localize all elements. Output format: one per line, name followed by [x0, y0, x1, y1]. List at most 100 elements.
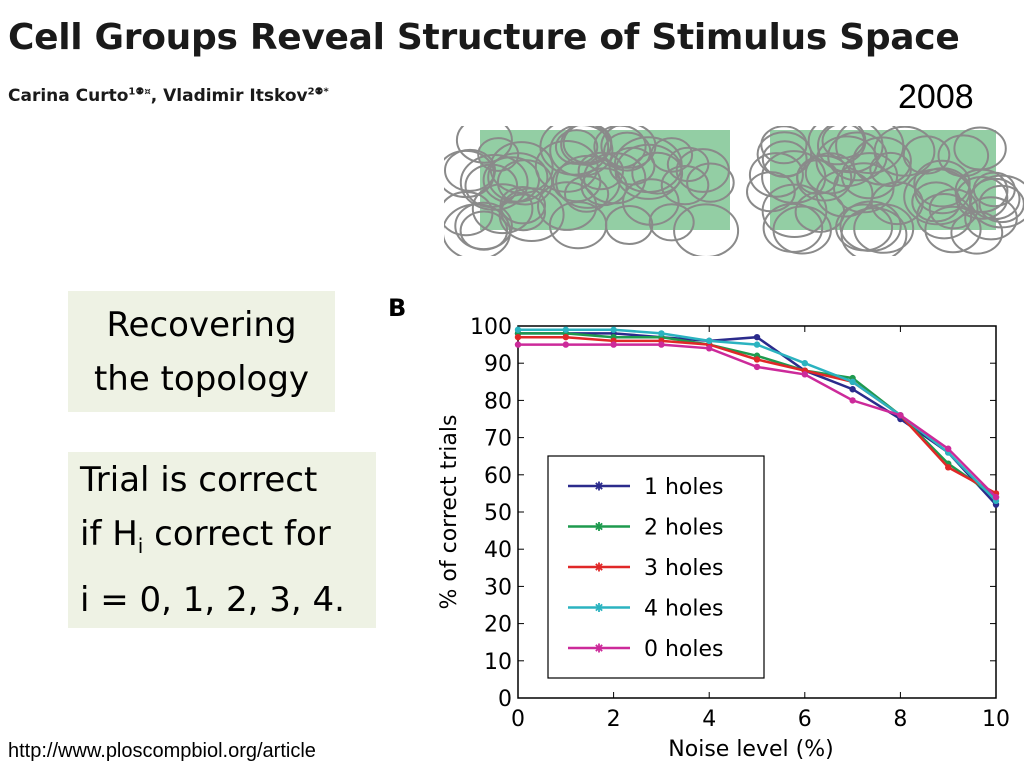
place-field-circle [471, 183, 534, 235]
place-field-circle [673, 203, 740, 256]
place-field-circle [835, 203, 894, 252]
recovering-line-2: the topology [93, 358, 310, 399]
trial-line-3: i = 0, 1, 2, 3, 4. [80, 579, 345, 620]
data-point [706, 345, 713, 352]
data-point [753, 363, 761, 371]
x-tick-label: 4 [702, 707, 716, 732]
place-field-circle [660, 165, 710, 206]
x-axis-label: Noise level (%) [668, 737, 833, 762]
legend-label: 3 holes [644, 556, 724, 581]
author-1-marks: 1⚉¤ [128, 86, 151, 98]
place-field-circle [648, 203, 695, 242]
trial-line-2: if Hi correct for [80, 507, 376, 573]
data-point [562, 333, 569, 341]
y-tick-label: 80 [484, 389, 512, 414]
legend-item: 4 holes [568, 597, 724, 622]
legend-label: 1 holes [644, 475, 724, 500]
place-field-circle [614, 143, 683, 200]
legend-item: 3 holes [568, 556, 724, 581]
data-point [992, 493, 1000, 501]
slide-title: Cell Groups Reveal Structure of Stimulus… [8, 17, 960, 58]
place-field-circle [500, 193, 546, 232]
author-2-marks: 2⚉* [307, 86, 329, 98]
data-point [849, 397, 856, 404]
source-url: http://www.ploscompbiol.org/article [8, 740, 316, 762]
data-point [562, 341, 569, 348]
place-field-circle [928, 188, 979, 230]
place-field-circle [444, 149, 495, 199]
recovering-line-1: Recovering [106, 304, 297, 345]
author-1: Carina Curto [8, 86, 129, 106]
x-tick-label: 6 [798, 707, 812, 732]
y-tick-label: 90 [484, 352, 512, 377]
chart-legend: 1 holes 2 holes 3 holes 4 holes 0 holes [547, 455, 765, 679]
place-field-circle [772, 205, 832, 255]
trial-line-2-pre: if H [80, 514, 138, 555]
place-field-circle [604, 205, 654, 245]
data-point [849, 386, 856, 393]
place-field-circle [924, 205, 982, 254]
data-point [706, 337, 713, 345]
place-field-circle [498, 187, 565, 242]
author-separator: , [150, 86, 164, 106]
y-tick-label: 100 [470, 315, 512, 340]
data-point [801, 360, 808, 367]
place-field-circle [482, 156, 541, 204]
data-point [753, 356, 761, 363]
place-field-circle [761, 150, 827, 204]
place-field-circle [477, 137, 520, 172]
y-tick-label: 60 [484, 464, 512, 489]
trial-correct-box: Trial is correct if Hi correct for i = 0… [68, 452, 376, 628]
place-field-circle [593, 126, 647, 169]
place-field-circle [804, 152, 856, 195]
place-field-circle [603, 131, 652, 172]
x-tick-label: 8 [893, 707, 907, 732]
data-point [849, 378, 856, 385]
legend-label: 4 holes [644, 597, 724, 622]
correct-trials-chart: 0 10 20 30 40 50 60 70 80 90 100 0 2 4 6 8 10 Noise level… [437, 315, 1010, 762]
y-tick-label: 30 [484, 575, 512, 600]
place-field-circle [964, 196, 1018, 241]
place-field-circle [650, 137, 694, 173]
place-field-circle [914, 167, 971, 215]
trial-line-2-sub: i [137, 533, 144, 558]
place-field-circle [489, 141, 554, 195]
data-point [945, 445, 952, 452]
data-point [753, 341, 761, 348]
data-point [753, 333, 761, 341]
place-field-circle [560, 126, 613, 166]
place-field-figure [444, 126, 1024, 256]
place-field-circle [555, 154, 621, 209]
place-field-circle [613, 136, 683, 194]
data-point [514, 333, 522, 341]
legend-item: 2 holes [568, 516, 724, 541]
place-field-circle [761, 140, 808, 178]
place-field-circle [444, 191, 494, 237]
data-point [658, 330, 665, 337]
place-field-circle [583, 152, 647, 205]
legend-item: 1 holes [568, 475, 724, 500]
place-field-circle [748, 152, 804, 198]
trial-line-1: Trial is correct [80, 460, 318, 501]
place-field-circle [913, 159, 971, 208]
year-label: 2008 [898, 78, 974, 116]
y-tick-label: 10 [484, 650, 512, 675]
authors: Carina Curto1⚉¤, Vladimir Itskov2⚉* [8, 86, 329, 106]
panel-label: B [388, 294, 407, 322]
place-field-circle [953, 126, 1007, 171]
place-field-circle [869, 151, 912, 188]
place-field-circle [455, 126, 513, 164]
y-tick-label: 40 [484, 538, 512, 563]
place-field-circle [902, 135, 951, 175]
data-point [610, 326, 617, 333]
author-2: Vladimir Itskov [163, 86, 308, 106]
data-point [610, 341, 617, 348]
x-tick-label: 0 [511, 707, 525, 732]
data-point [801, 371, 808, 378]
legend-label: 0 holes [644, 637, 724, 662]
place-field-circle [549, 126, 614, 177]
place-field-circle [873, 126, 936, 177]
data-point [562, 326, 569, 333]
y-tick-label: 20 [484, 613, 512, 638]
x-tick-label: 2 [607, 707, 621, 732]
